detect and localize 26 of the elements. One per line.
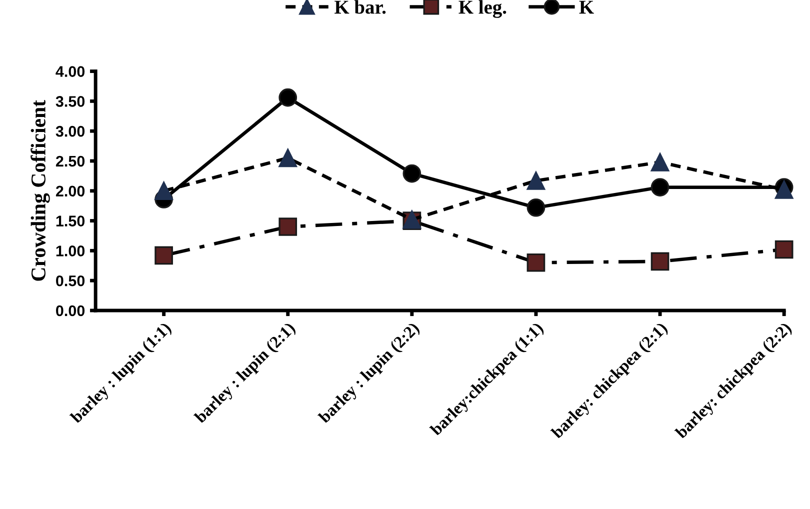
point xyxy=(278,88,298,107)
point xyxy=(402,164,422,183)
point xyxy=(154,246,173,265)
point xyxy=(650,252,670,271)
y-tick-label: 2.50 xyxy=(56,156,85,167)
y-tick-label: 3.50 xyxy=(56,96,85,107)
y-tick-label: 1.50 xyxy=(56,216,85,226)
legend-label: K bar. xyxy=(334,0,386,14)
y-axis-title: Crowding Cofficient xyxy=(30,100,50,281)
point xyxy=(278,218,298,236)
y-tick-label: 0.50 xyxy=(56,275,85,286)
point xyxy=(526,172,546,190)
point xyxy=(650,153,670,172)
legend-label: K xyxy=(579,0,594,14)
point xyxy=(278,148,298,168)
y-tick-label: 0.00 xyxy=(56,305,85,316)
point xyxy=(154,182,173,200)
y-tick-label: 4.00 xyxy=(56,66,85,77)
y-tick-label: 1.00 xyxy=(56,246,85,256)
y-tick-label: 2.00 xyxy=(56,186,85,197)
point xyxy=(526,198,546,217)
legend-label: K leg. xyxy=(458,0,506,18)
point xyxy=(650,178,670,196)
point xyxy=(774,240,794,259)
y-tick-label: 3.00 xyxy=(56,126,85,137)
point xyxy=(526,253,546,272)
